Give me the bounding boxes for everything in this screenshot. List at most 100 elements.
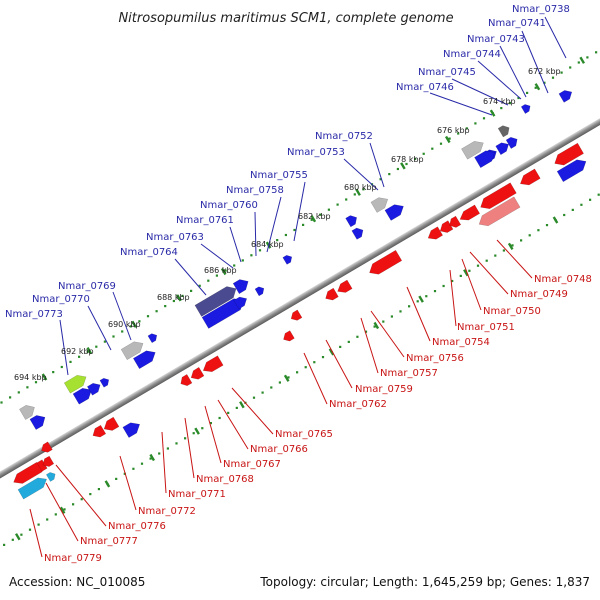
- gene-label[interactable]: Nmar_0772: [138, 506, 196, 517]
- scale-dot: [396, 167, 399, 171]
- scale-dot: [390, 315, 393, 318]
- gene-arrow[interactable]: [194, 286, 237, 317]
- gene-arrow[interactable]: [369, 249, 403, 275]
- gene-arrow[interactable]: [17, 477, 47, 500]
- gene-arrow[interactable]: [120, 341, 144, 361]
- gene-label[interactable]: Nmar_0770: [32, 294, 90, 305]
- accession-text: Accession: NC_010085: [9, 575, 145, 589]
- gene-arrow[interactable]: [351, 227, 364, 240]
- gene-arrow[interactable]: [325, 287, 339, 301]
- gene-label[interactable]: Nmar_0766: [250, 444, 308, 455]
- gene-label[interactable]: Nmar_0776: [108, 521, 166, 532]
- gene-label[interactable]: Nmar_0744: [443, 49, 501, 60]
- gene-label[interactable]: Nmar_0738: [512, 4, 570, 15]
- gene-arrow[interactable]: [232, 279, 249, 295]
- gene-arrow[interactable]: [13, 461, 43, 484]
- gene-arrow[interactable]: [180, 374, 193, 387]
- scale-dot: [97, 488, 100, 491]
- gene-label[interactable]: Nmar_0741: [488, 18, 546, 29]
- gene-arrow[interactable]: [254, 286, 265, 297]
- gene-arrow[interactable]: [495, 142, 509, 156]
- gene-arrow[interactable]: [449, 215, 462, 228]
- gene-arrow[interactable]: [283, 330, 295, 342]
- gene-arrow[interactable]: [122, 422, 141, 438]
- gene-arrow[interactable]: [461, 141, 484, 160]
- gene-arrow[interactable]: [190, 366, 205, 380]
- gene-arrow[interactable]: [86, 383, 101, 396]
- gene-arrow[interactable]: [103, 416, 120, 431]
- gene-label[interactable]: Nmar_0754: [432, 337, 490, 348]
- gene-arrow[interactable]: [42, 455, 55, 467]
- gene-label[interactable]: Nmar_0750: [483, 306, 541, 317]
- gene-arrow[interactable]: [505, 136, 518, 149]
- gene-arrow[interactable]: [132, 350, 156, 370]
- gene-label[interactable]: Nmar_0748: [534, 274, 592, 285]
- gene-label[interactable]: Nmar_0779: [44, 553, 102, 564]
- gene-arrow[interactable]: [202, 355, 224, 373]
- gene-label[interactable]: Nmar_0767: [223, 459, 281, 470]
- gene-arrow[interactable]: [92, 424, 107, 438]
- gene-label[interactable]: Nmar_0763: [146, 232, 204, 243]
- gene-label[interactable]: Nmar_0761: [176, 215, 234, 226]
- gene-label[interactable]: Nmar_0769: [58, 281, 116, 292]
- gene-label[interactable]: Nmar_0745: [418, 67, 476, 78]
- gene-arrow[interactable]: [556, 159, 587, 183]
- gene-arrow[interactable]: [147, 333, 158, 344]
- scale-dot: [563, 213, 566, 217]
- gene-label[interactable]: Nmar_0771: [168, 489, 226, 500]
- gene-label[interactable]: Nmar_0752: [315, 131, 373, 142]
- gene-label[interactable]: Nmar_0764: [120, 247, 178, 258]
- scale-dot: [362, 188, 365, 191]
- gene-arrow[interactable]: [63, 374, 87, 394]
- gene-label[interactable]: Nmar_0760: [200, 200, 258, 211]
- gene-arrow[interactable]: [337, 279, 353, 293]
- gene-arrow[interactable]: [439, 220, 454, 233]
- gene-label[interactable]: Nmar_0757: [380, 368, 438, 379]
- gene-arrow[interactable]: [480, 182, 517, 210]
- gene-label[interactable]: Nmar_0743: [467, 34, 525, 45]
- gene-label[interactable]: Nmar_0751: [457, 322, 515, 333]
- gene-arrow[interactable]: [72, 388, 92, 405]
- gene-arrow[interactable]: [519, 168, 541, 186]
- gene-label[interactable]: Nmar_0755: [250, 170, 308, 181]
- gene-arrow[interactable]: [520, 104, 531, 114]
- gene-arrow[interactable]: [554, 142, 584, 166]
- gene-label[interactable]: Nmar_0756: [406, 353, 464, 364]
- gene-label[interactable]: Nmar_0777: [80, 536, 138, 547]
- gene-arrow[interactable]: [290, 309, 303, 321]
- genome-backbone: [0, 42, 600, 556]
- gene-label[interactable]: Nmar_0762: [329, 399, 387, 410]
- gene-label[interactable]: Nmar_0773: [5, 309, 63, 320]
- gene-label[interactable]: Nmar_0746: [396, 82, 454, 93]
- gene-label[interactable]: Nmar_0749: [510, 289, 568, 300]
- gene-arrow[interactable]: [233, 296, 248, 310]
- scale-dot: [373, 325, 376, 328]
- gene-arrow[interactable]: [282, 255, 293, 265]
- gene-label[interactable]: Nmar_0759: [355, 384, 413, 395]
- leader-line: [204, 405, 222, 464]
- gene-arrow[interactable]: [497, 125, 510, 138]
- gene-arrow[interactable]: [459, 204, 481, 221]
- gene-arrow[interactable]: [41, 441, 53, 453]
- gene-arrow[interactable]: [427, 226, 444, 240]
- gene-label[interactable]: Nmar_0758: [226, 185, 284, 196]
- tick-label: 690 kbp: [108, 320, 141, 329]
- gene-label[interactable]: Nmar_0765: [275, 429, 333, 440]
- gene-arrow[interactable]: [45, 472, 56, 482]
- scale-dot: [293, 228, 296, 232]
- gene-arrow[interactable]: [474, 150, 496, 169]
- gene-arrow[interactable]: [345, 215, 357, 228]
- gene-arrow[interactable]: [478, 196, 521, 227]
- gene-arrow[interactable]: [29, 415, 46, 430]
- gene-arrow[interactable]: [384, 204, 404, 221]
- gene-arrow[interactable]: [19, 405, 35, 420]
- leader-line: [451, 78, 509, 106]
- gene-label[interactable]: Nmar_0753: [287, 147, 345, 158]
- scale-tick: [310, 215, 317, 223]
- gene-arrow[interactable]: [99, 377, 110, 388]
- gene-label[interactable]: Nmar_0768: [196, 474, 254, 485]
- gene-arrow[interactable]: [558, 90, 573, 103]
- gene-arrow[interactable]: [370, 197, 389, 213]
- scale-dot: [258, 249, 262, 252]
- scale-dot: [451, 279, 454, 283]
